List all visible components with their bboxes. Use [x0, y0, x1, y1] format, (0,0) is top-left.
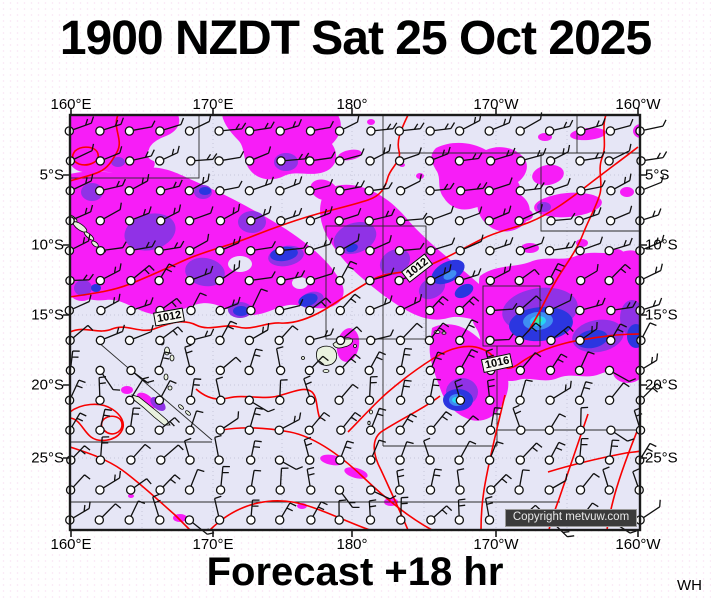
lat-label-left-20s: 20°S: [31, 376, 64, 394]
lon-label-bottom-170e: 170°E: [192, 536, 234, 553]
lon-label-top-170w: 170°W: [473, 96, 519, 113]
lon-label-top-170e: 170°E: [192, 96, 234, 113]
wind-barbs-layer: [64, 112, 668, 538]
lon-label-top-160w: 160°W: [615, 96, 661, 113]
lat-label-left-15s: 15°S: [31, 306, 64, 324]
forecast-hour-label: Forecast +18 hr: [206, 550, 504, 594]
lat-label-left-25s: 25°S: [31, 449, 64, 467]
lon-label-bottom-160w: 160°W: [615, 536, 661, 553]
lat-label-right-5s: 5°S: [645, 166, 670, 184]
lat-label-right-20s: 20°S: [645, 376, 678, 394]
map-frame: [63, 108, 647, 537]
copyright-watermark: Copyright metvuw.com: [505, 509, 637, 527]
page-title: 1900 NZDT Sat 25 Oct 2025: [59, 12, 652, 65]
axis-ticks: [63, 108, 647, 537]
lat-label-right-15s: 15°S: [645, 306, 678, 324]
lat-label-right-25s: 25°S: [645, 449, 678, 467]
author-initials: WH: [677, 577, 702, 594]
lat-label-left-5s: 5°S: [39, 166, 64, 184]
lon-label-top-180: 180°: [336, 96, 368, 113]
lat-label-left-10s: 10°S: [31, 236, 64, 254]
lon-label-bottom-170w: 170°W: [473, 536, 519, 553]
lat-label-right-10s: 10°S: [645, 236, 678, 254]
lon-label-bottom-180: 180°: [336, 536, 368, 553]
lon-label-bottom-160e: 160°E: [50, 536, 92, 553]
lon-label-top-160e: 160°E: [50, 96, 92, 113]
